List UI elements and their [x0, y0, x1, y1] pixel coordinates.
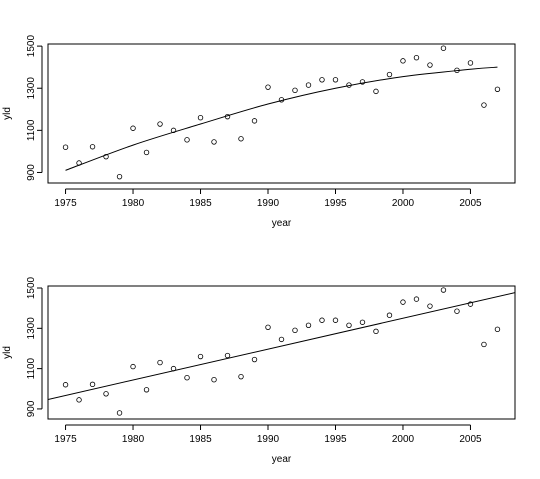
y-tick-label: 1500	[26, 35, 37, 58]
data-point	[238, 373, 244, 380]
x-tick-label: 1980	[122, 434, 145, 445]
data-point	[400, 299, 406, 305]
data-point	[197, 115, 204, 121]
data-point	[359, 79, 366, 85]
x-tick-label: 2005	[459, 434, 482, 445]
data-point	[62, 144, 69, 150]
data-point	[359, 319, 366, 325]
data-point	[481, 102, 487, 108]
data-point	[373, 328, 379, 335]
data-point	[130, 125, 136, 131]
data-point	[400, 58, 406, 64]
data-point	[130, 363, 136, 370]
data-point	[251, 356, 258, 363]
data-point	[494, 86, 501, 92]
data-point	[386, 71, 393, 78]
data-point	[103, 153, 109, 160]
data-point	[238, 136, 244, 142]
plot-frame	[47, 43, 516, 184]
x-axis-label: year	[272, 218, 292, 229]
x-tick-label: 1985	[189, 434, 212, 445]
data-point	[292, 327, 298, 334]
data-point	[224, 352, 231, 359]
data-point	[413, 296, 420, 302]
fit-line	[48, 292, 515, 400]
x-tick-label: 1975	[54, 198, 77, 209]
data-point	[251, 118, 258, 124]
x-tick-label: 1975	[54, 434, 77, 445]
data-point	[305, 322, 312, 328]
data-point	[319, 317, 325, 323]
data-point	[278, 336, 285, 343]
bottom-scatter-panel: 1975 1980 1985 1990 1995 2000 2005 900 1100 1300 1…	[2, 276, 516, 465]
data-point	[143, 149, 150, 156]
x-tick-label: 2005	[459, 198, 482, 209]
data-point	[157, 359, 163, 366]
y-axis-label: yld	[2, 107, 13, 120]
x-tick-label: 1995	[324, 434, 347, 445]
data-point	[386, 312, 393, 318]
x-axis-label: year	[272, 454, 292, 465]
top-scatter-panel: 1975 1980 1985 1990 1995 2000 2005 900 1100 1300 1…	[2, 35, 516, 229]
data-point	[157, 121, 163, 127]
data-point	[89, 381, 96, 388]
y-tick-label: 1100	[26, 357, 37, 379]
data-point	[427, 303, 433, 309]
data-point	[346, 322, 352, 328]
data-point	[143, 387, 150, 393]
fit-line	[65, 66, 498, 171]
data-point	[454, 308, 460, 314]
y-tick-label: 900	[26, 400, 37, 417]
y-tick-label: 1100	[26, 119, 37, 141]
data-point	[481, 341, 487, 348]
data-point	[89, 144, 96, 150]
x-tick-label: 1980	[122, 198, 145, 209]
data-point	[373, 88, 379, 95]
data-point	[427, 62, 433, 68]
data-point	[265, 84, 271, 90]
data-point	[440, 45, 447, 51]
data-point	[305, 82, 312, 88]
data-point	[211, 139, 217, 145]
data-point	[103, 391, 109, 397]
data-point	[184, 137, 190, 143]
x-tick-label: 1990	[257, 434, 280, 445]
data-point	[211, 377, 217, 383]
data-point	[332, 77, 339, 83]
x-tick-label: 1990	[257, 198, 280, 209]
data-point	[265, 324, 271, 331]
data-point	[494, 326, 501, 333]
data-point	[197, 353, 204, 360]
data-point	[292, 87, 298, 94]
data-point	[440, 287, 447, 293]
data-point	[184, 374, 190, 381]
data-point	[467, 60, 474, 66]
y-tick-label: 1500	[26, 276, 37, 299]
data-point	[332, 317, 339, 323]
data-point	[413, 54, 420, 61]
x-tick-label: 2000	[392, 198, 415, 209]
x-tick-label: 1985	[189, 198, 212, 209]
x-tick-label: 1995	[324, 198, 347, 209]
data-point	[319, 77, 325, 83]
y-tick-label: 1300	[26, 77, 37, 100]
data-point	[467, 301, 474, 307]
data-point	[62, 382, 69, 388]
y-axis-label: yld	[2, 346, 13, 359]
plot-frame	[47, 285, 516, 420]
data-point	[116, 173, 123, 180]
y-tick-label: 1300	[26, 317, 37, 340]
y-tick-label: 900	[26, 164, 37, 181]
data-point	[76, 397, 82, 403]
x-tick-label: 2000	[392, 434, 415, 445]
data-point	[116, 410, 123, 416]
